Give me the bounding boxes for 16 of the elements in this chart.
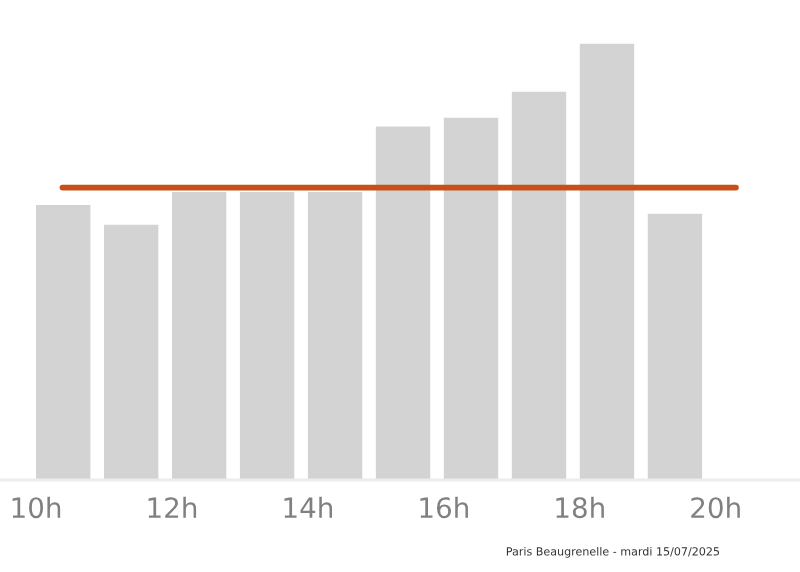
- bar: [579, 43, 635, 480]
- x-tick-label: 20h: [691, 496, 740, 519]
- x-tick-label: 18h: [556, 496, 604, 519]
- bar: [511, 91, 567, 480]
- bar: [103, 224, 159, 480]
- bar: [171, 192, 227, 480]
- bar: [307, 192, 363, 480]
- x-tick-label: 14h: [284, 496, 333, 518]
- bar: [443, 117, 499, 480]
- x-tick-label: 12h: [148, 496, 197, 518]
- bar: [36, 205, 91, 480]
- bar: [239, 192, 295, 480]
- x-tick-label: 10h: [12, 496, 61, 519]
- bar: [375, 126, 431, 480]
- bar: [647, 213, 703, 480]
- x-tick-label: 16h: [420, 496, 468, 519]
